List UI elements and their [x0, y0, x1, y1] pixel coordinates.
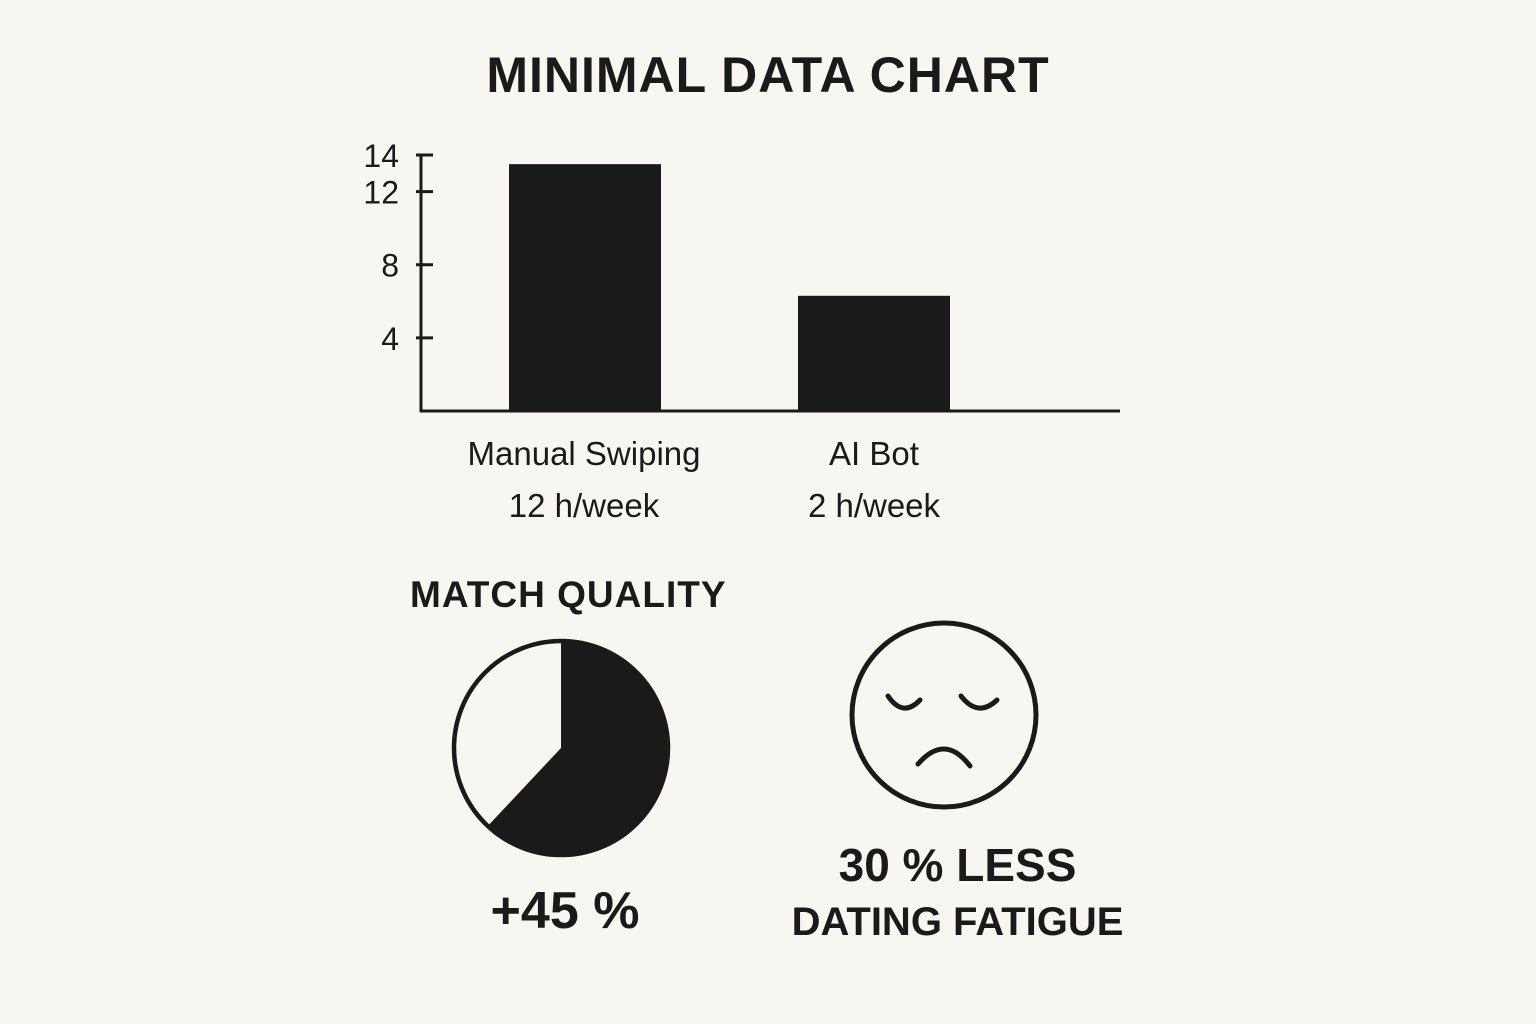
- sad-face-icon: [849, 620, 1039, 810]
- category-label-manual-swiping: Manual Swiping 12 h/week: [414, 428, 754, 532]
- fatigue-label: DATING FATIGUE: [791, 900, 1124, 944]
- category-label-ai-bot: AI Bot 2 h/week: [704, 428, 1044, 532]
- category-sublabel: 12 h/week: [508, 487, 660, 524]
- match-quality-title: MATCH QUALITY: [410, 574, 727, 615]
- y-tick-label: 14: [363, 138, 399, 174]
- category-name: AI Bot: [829, 435, 919, 472]
- chart-title: MINIMAL DATA CHART: [486, 47, 1050, 103]
- match-quality-pie: [451, 638, 671, 858]
- match-quality-value: +45 %: [490, 882, 640, 940]
- y-tick-label: 4: [381, 321, 399, 357]
- bar-ai-bot: [798, 295, 950, 411]
- fatigue-percent: 30 % LESS: [838, 839, 1077, 891]
- y-tick-label: 12: [363, 175, 399, 211]
- bar-manual-swiping: [509, 164, 661, 411]
- category-sublabel: 2 h/week: [807, 487, 941, 524]
- pie-slice-filled: [487, 641, 669, 855]
- y-tick-label: 8: [381, 248, 399, 284]
- category-name: Manual Swiping: [467, 435, 701, 472]
